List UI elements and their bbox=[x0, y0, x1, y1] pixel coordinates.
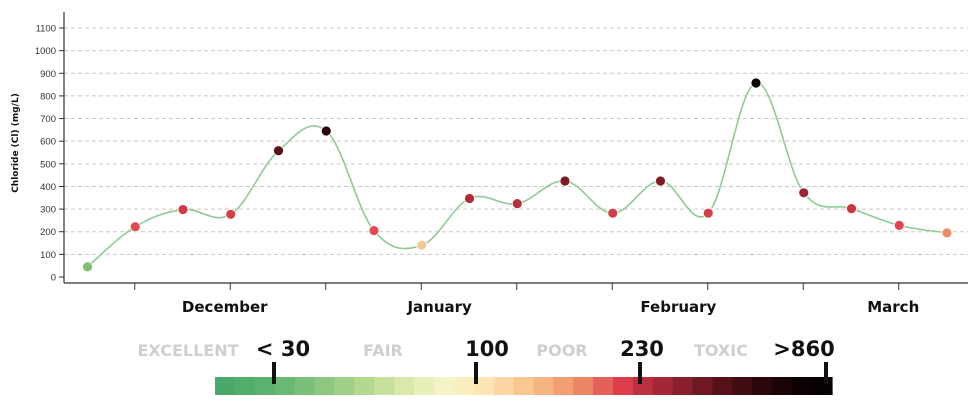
y-tick-label: 800 bbox=[40, 91, 56, 102]
data-point[interactable] bbox=[273, 145, 284, 157]
data-point[interactable] bbox=[607, 207, 619, 219]
legend-category-label: POOR bbox=[536, 341, 587, 360]
y-axis-ticks: 0 100 200 300 400 500 600 700 800 900 1000 1100 bbox=[35, 24, 64, 284]
legend-color-cell bbox=[593, 377, 614, 395]
y-tick-label: 700 bbox=[40, 114, 56, 125]
data-point[interactable] bbox=[177, 204, 189, 215]
legend-category-label: EXCELLENT bbox=[138, 341, 239, 360]
y-tick-label: 100 bbox=[40, 250, 56, 261]
legend-color-cell bbox=[712, 377, 734, 395]
legend-color-cell bbox=[493, 377, 515, 395]
legend-color-cell bbox=[453, 377, 475, 395]
data-point[interactable] bbox=[702, 207, 714, 219]
legend-threshold-mark bbox=[272, 362, 276, 384]
water-quality-legend: EXCELLENT FAIR POOR TOXIC < 30 100 230 >860 bbox=[138, 337, 835, 395]
legend-color-cell bbox=[652, 377, 674, 395]
legend-color-cell bbox=[354, 377, 375, 395]
legend-color-cell bbox=[234, 377, 256, 395]
data-point[interactable] bbox=[750, 77, 762, 89]
x-axis-ticks bbox=[134, 283, 900, 290]
legend-color-cell bbox=[752, 377, 773, 395]
y-tick-label: 300 bbox=[40, 205, 56, 216]
data-point[interactable] bbox=[893, 219, 905, 231]
legend-color-cell bbox=[374, 377, 395, 395]
legend-category-label: FAIR bbox=[363, 341, 403, 360]
x-month-label: December bbox=[182, 298, 268, 316]
legend-color-cell bbox=[433, 377, 455, 395]
legend-threshold-mark bbox=[638, 362, 642, 384]
y-axis-label: Chloride (Cl) (mg/L) bbox=[11, 93, 21, 193]
legend-threshold-mark bbox=[474, 362, 478, 384]
legend-category-label: TOXIC bbox=[694, 341, 748, 360]
legend-color-cell bbox=[274, 377, 296, 395]
legend-thresholds: < 30 100 230 >860 bbox=[256, 337, 835, 361]
legend-color-cell bbox=[573, 377, 594, 395]
legend-color-cell bbox=[473, 377, 495, 395]
legend-color-cell bbox=[314, 377, 336, 395]
legend-threshold-marks bbox=[272, 362, 828, 384]
y-tick-label: 600 bbox=[40, 137, 56, 148]
y-tick-label: 0 bbox=[51, 273, 56, 284]
data-point[interactable] bbox=[225, 208, 237, 220]
legend-threshold-mark bbox=[824, 362, 828, 384]
data-point[interactable] bbox=[655, 175, 666, 187]
x-month-label: January bbox=[406, 298, 472, 316]
data-point[interactable] bbox=[941, 227, 953, 239]
data-point[interactable] bbox=[368, 225, 380, 236]
y-tick-label: 1000 bbox=[35, 46, 56, 57]
gridlines bbox=[64, 27, 968, 255]
legend-color-cell bbox=[334, 377, 355, 395]
legend-color-cell bbox=[215, 377, 236, 395]
data-point[interactable] bbox=[511, 198, 523, 210]
data-point[interactable] bbox=[464, 193, 475, 204]
y-tick-label: 500 bbox=[40, 159, 56, 170]
x-month-label: March bbox=[867, 298, 919, 316]
axes bbox=[63, 12, 968, 284]
y-tick-label: 1100 bbox=[36, 24, 56, 35]
legend-color-cell bbox=[792, 377, 813, 395]
legend-color-bar bbox=[215, 377, 833, 395]
x-month-label: February bbox=[640, 298, 716, 316]
legend-color-cell bbox=[513, 377, 535, 395]
legend-color-cell bbox=[414, 377, 435, 395]
legend-categories: EXCELLENT FAIR POOR TOXIC bbox=[138, 341, 748, 360]
legend-threshold-label: >860 bbox=[773, 337, 834, 361]
legend-color-cell bbox=[692, 377, 714, 395]
legend-color-cell bbox=[812, 377, 833, 395]
data-points[interactable] bbox=[82, 77, 953, 273]
legend-color-cell bbox=[553, 377, 574, 395]
legend-color-cell bbox=[294, 377, 316, 395]
y-tick-label: 200 bbox=[40, 227, 56, 238]
legend-color-cell bbox=[533, 377, 554, 395]
data-point[interactable] bbox=[559, 175, 571, 187]
legend-threshold-label: 230 bbox=[620, 337, 664, 361]
legend-color-cell bbox=[632, 377, 654, 395]
data-point[interactable] bbox=[82, 261, 93, 273]
legend-color-cell bbox=[772, 377, 793, 395]
y-tick-label: 900 bbox=[40, 69, 56, 80]
y-tick-label: 400 bbox=[40, 182, 56, 193]
legend-color-cell bbox=[613, 377, 634, 395]
data-point[interactable] bbox=[846, 203, 857, 215]
legend-color-cell bbox=[254, 377, 276, 395]
data-point[interactable] bbox=[798, 187, 810, 199]
legend-color-cell bbox=[672, 377, 694, 395]
data-point[interactable] bbox=[416, 239, 428, 251]
series-line bbox=[86, 82, 948, 268]
data-point[interactable] bbox=[129, 221, 141, 233]
legend-color-cell bbox=[732, 377, 753, 395]
x-axis-month-labels: December January February March bbox=[182, 298, 919, 316]
legend-color-cell bbox=[394, 377, 415, 395]
data-point[interactable] bbox=[320, 125, 332, 137]
legend-threshold-label: 100 bbox=[465, 337, 509, 361]
legend-threshold-label: < 30 bbox=[256, 337, 310, 361]
